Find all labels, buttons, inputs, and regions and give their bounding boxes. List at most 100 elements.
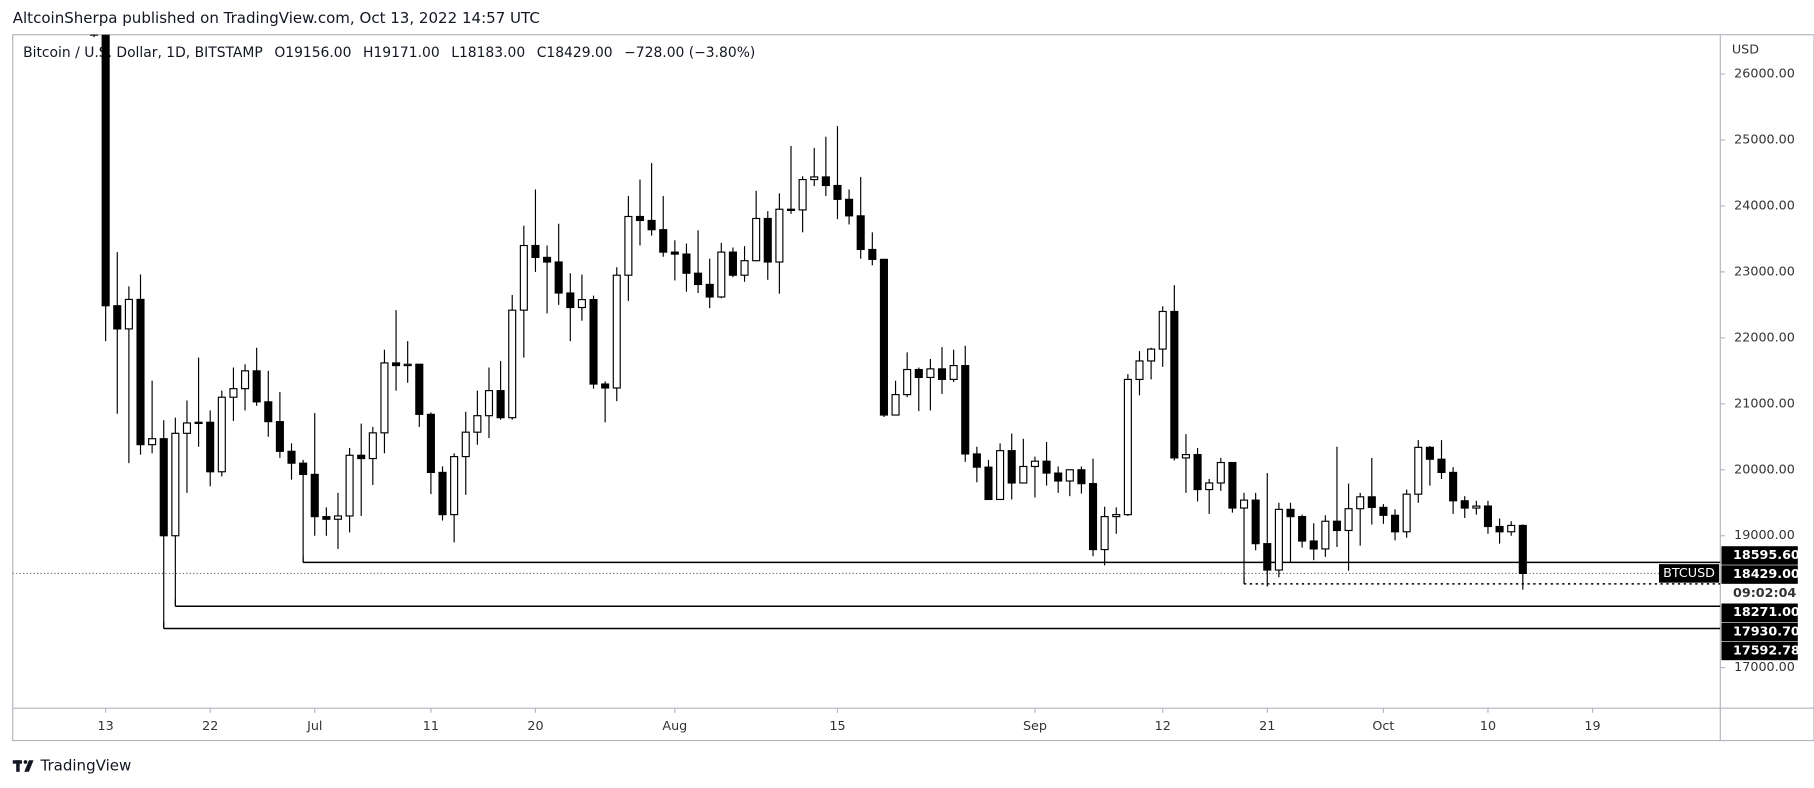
candle-body [1437,458,1446,473]
candle-body [1123,378,1132,516]
candle-body [148,438,157,446]
chart-frame [12,34,1814,742]
candle-body [229,388,238,398]
candle-body [961,364,970,455]
x-tick-label: Jul [306,718,322,733]
plot-area [12,34,1721,630]
candle-body [845,198,854,217]
candle-body [1472,505,1481,509]
candle-body [1449,471,1458,502]
candle-body [1077,469,1086,485]
candle-body [461,431,470,458]
candle-body [159,438,168,537]
candle-body [1518,524,1527,574]
candle-body [1030,460,1039,468]
legend-value: L18183.00 [451,45,525,61]
candle-body [903,368,912,396]
candle-body [972,453,981,468]
candle-body [1100,516,1109,551]
x-tick-label: 19 [1584,718,1600,733]
legend-value: O19156.00 [274,45,351,61]
candle-body [275,421,284,452]
price-label: 18429.00 [1733,566,1800,581]
y-axis-label: USD [1732,41,1759,56]
candle-body [926,368,935,379]
x-tick-label: 13 [98,718,114,733]
price-label-box [1721,565,1798,584]
candle-body [357,454,366,460]
price-label-box [1721,641,1798,661]
candle-body [601,383,610,389]
candle-body [1147,348,1156,362]
candle-body [775,208,784,263]
candle-body [496,390,505,419]
candle-body [798,178,807,211]
candle-body [264,401,273,423]
candle-body [392,362,401,367]
y-tick-label: 20000.00 [1734,461,1795,476]
candle-body [1507,524,1516,533]
x-tick-label: Oct [1372,718,1394,733]
price-label: 18595.60 [1733,547,1800,562]
candle-body [1088,483,1098,551]
candle-body [717,251,726,298]
candle-body [833,184,842,200]
candle-body [182,422,192,434]
y-tick-label: 17000.00 [1734,659,1795,674]
candle-body [1054,472,1063,482]
candle-body [1251,499,1260,545]
candle-body [380,362,389,434]
candle-body [89,34,99,36]
candle-body [1379,506,1388,516]
candle-body [1181,454,1191,459]
candle-body [519,244,528,311]
candle-body [1263,543,1272,571]
candle-body [508,309,517,419]
candle-body [531,244,540,258]
candle-body [1170,310,1179,459]
candle-body [403,363,412,367]
candle-body [856,215,865,251]
candle-body [101,34,110,307]
y-tick-label: 23000.00 [1734,263,1795,278]
candle-body [194,421,203,425]
candle-body [1007,450,1016,484]
candle-body [136,298,145,446]
candle-body [543,256,552,263]
y-tick-label: 21000.00 [1734,395,1795,410]
candle-body [1042,460,1051,474]
price-label: 17930.70 [1733,623,1800,638]
candle-body [450,456,459,516]
price-label-box [1721,622,1798,642]
candle-body [1274,508,1283,571]
candle-body [1425,446,1434,460]
legend-value: H19171.00 [363,45,440,61]
candle-body [1356,496,1365,510]
candle-body [566,292,575,309]
candle-body [1158,310,1167,350]
candle-body [299,462,308,475]
candle-body [310,473,319,518]
candle-body [426,413,435,473]
candle-body [368,432,377,460]
price-label-box [1721,546,1798,565]
candle-body [217,396,226,473]
candle-body [171,432,180,537]
candle-body [786,208,796,211]
x-tick-label: 21 [1259,718,1275,733]
footer-brand: TradingView [39,757,131,775]
x-tick-label: 10 [1480,718,1496,733]
y-tick-label: 22000.00 [1734,329,1795,344]
candle-body [624,215,633,276]
candle-body [821,176,830,187]
candle-body [1344,508,1353,532]
x-tick-label: 15 [829,718,845,733]
candle-body [984,466,993,501]
candle-body [705,283,714,298]
candle-body [810,176,819,181]
price-label: 18271.00 [1733,604,1800,619]
candle-body [612,274,621,389]
symbol-tag [1658,564,1720,583]
candle-body [1495,525,1504,533]
